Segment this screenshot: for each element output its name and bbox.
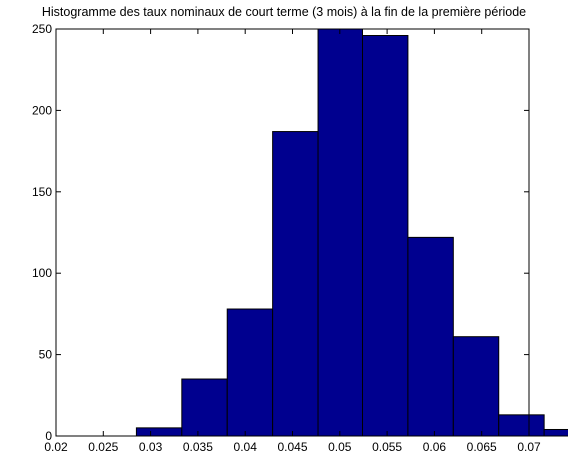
histogram-bar	[273, 132, 318, 436]
y-tick-label: 50	[39, 348, 53, 362]
y-tick-label: 150	[32, 185, 52, 199]
x-tick-label: 0.045	[277, 440, 307, 454]
x-tick-label: 0.025	[88, 440, 118, 454]
y-tick-label: 250	[32, 22, 52, 36]
y-tick-label: 0	[45, 429, 52, 443]
x-tick-label: 0.06	[423, 440, 447, 454]
x-tick-label: 0.05	[328, 440, 352, 454]
histogram-bar	[453, 337, 498, 436]
bars-layer	[136, 29, 568, 436]
x-tick-label: 0.035	[183, 440, 213, 454]
histogram-bar	[408, 237, 453, 436]
histogram-bar	[182, 379, 227, 436]
x-tick-labels: 0.02 0.025 0.03 0.035 0.04 0.045 0.05 0.055 0.06…	[44, 440, 541, 454]
histogram-bar	[499, 415, 544, 436]
x-tick-label: 0.07	[517, 440, 541, 454]
x-tick-label: 0.055	[372, 440, 402, 454]
x-tick-label: 0.065	[467, 440, 497, 454]
x-tick-label: 0.04	[234, 440, 258, 454]
histogram-bar	[136, 428, 181, 436]
histogram-bar	[227, 309, 272, 436]
y-tick-label: 100	[32, 266, 52, 280]
chart-title: Histogramme des taux nominaux de court t…	[42, 5, 526, 19]
histogram-bar	[363, 36, 408, 436]
y-tick-label: 200	[32, 103, 52, 117]
x-tick-label: 0.03	[139, 440, 163, 454]
histogram-bar	[544, 429, 568, 436]
histogram-bar	[318, 29, 362, 436]
y-tick-labels: 0 50 100 150 200 250	[32, 22, 52, 443]
